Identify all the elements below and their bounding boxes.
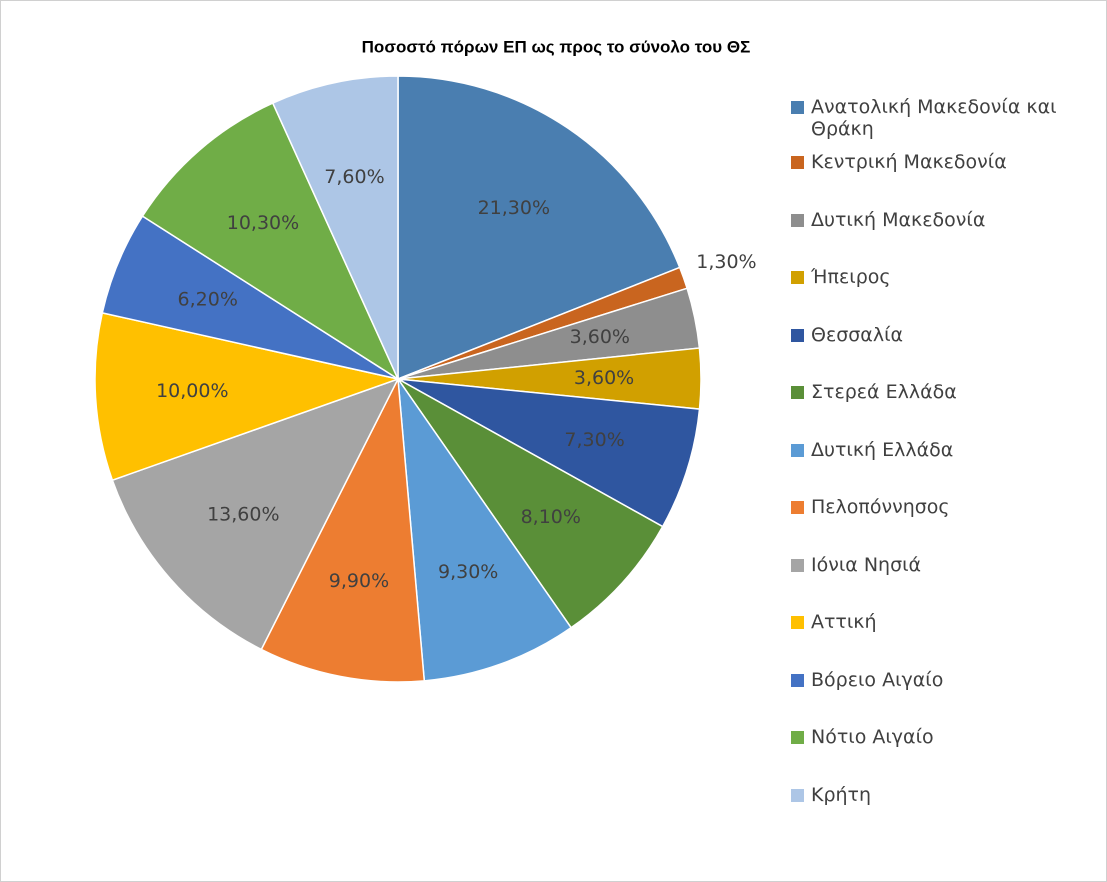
legend-item: Δυτική Μακεδονία xyxy=(791,209,1101,231)
legend-label: Ιόνια Νησιά xyxy=(811,553,922,576)
legend-label: Ήπειρος xyxy=(811,266,891,288)
legend-label: Δυτική Μακεδονία xyxy=(811,208,986,231)
data-label: 7,60% xyxy=(324,166,384,188)
legend-swatch xyxy=(791,101,804,114)
data-label: 10,30% xyxy=(227,212,299,234)
legend-item: Νότιο Αιγαίο xyxy=(791,726,1101,748)
legend-item: Ανατολική Μακεδονία και Θράκη xyxy=(791,96,1101,140)
legend-label: Αττική xyxy=(811,611,877,633)
legend-item: Κεντρική Μακεδονία xyxy=(791,151,1101,173)
legend-swatch xyxy=(791,788,804,802)
data-label: 9,30% xyxy=(438,561,498,583)
legend-item: Βόρειο Αιγαίο xyxy=(791,669,1101,691)
pie-slice xyxy=(397,75,681,381)
legend-label: Ανατολική Μακεδονία και Θράκη xyxy=(811,96,1057,140)
legend-label: Δυτική Ελλάδα xyxy=(811,438,954,461)
legend-item: Δυτική Ελλάδα xyxy=(791,439,1101,461)
legend-swatch xyxy=(791,501,804,514)
legend-swatch xyxy=(791,443,804,457)
pie-slice xyxy=(94,311,401,482)
legend-label: Κεντρική Μακεδονία xyxy=(811,151,1007,173)
data-label: 21,30% xyxy=(478,197,550,219)
legend-label: Κρήτη xyxy=(811,783,872,806)
legend-item: Αττική xyxy=(791,611,1101,633)
pie-slice xyxy=(397,378,664,629)
legend-label: Θεσσαλία xyxy=(811,323,904,346)
legend-swatch xyxy=(791,156,804,169)
legend-label: Βόρειο Αιγαίο xyxy=(811,668,944,691)
data-label: 6,20% xyxy=(178,288,238,310)
data-label: 3,60% xyxy=(574,367,634,389)
chart-title: Ποσοστό πόρων ΕΠ ως προς το σύνολο του Θ… xyxy=(362,37,751,56)
data-label: 3,60% xyxy=(570,326,630,348)
legend-swatch xyxy=(791,213,804,227)
data-label: 13,60% xyxy=(207,504,279,526)
data-label: 8,10% xyxy=(521,506,581,528)
pie-slice xyxy=(111,377,400,651)
data-label: 10,00% xyxy=(156,380,228,402)
data-label: 7,30% xyxy=(564,429,624,451)
legend-swatch xyxy=(791,558,804,572)
legend-swatch xyxy=(791,616,804,629)
data-label: 1,30% xyxy=(696,251,756,273)
legend-label: Στερεά Ελλάδα xyxy=(811,381,957,403)
legend-item: Στερεά Ελλάδα xyxy=(791,381,1101,403)
pie-slice xyxy=(141,102,400,381)
legend-swatch xyxy=(791,271,804,284)
legend-item: Θεσσαλία xyxy=(791,324,1101,346)
data-label: 9,90% xyxy=(329,570,389,592)
pie-slice xyxy=(397,376,573,682)
legend-item: Ιόνια Νησιά xyxy=(791,554,1101,576)
legend-swatch xyxy=(791,731,804,744)
legend-swatch xyxy=(791,386,804,399)
legend-label: Νότιο Αιγαίο xyxy=(811,726,934,748)
legend-item: Κρήτη xyxy=(791,784,1101,806)
legend-label: Πελοπόννησος xyxy=(811,496,950,518)
pie-slice xyxy=(260,376,426,683)
legend-item: Πελοπόννησος xyxy=(791,496,1101,518)
legend-swatch xyxy=(791,673,804,687)
pie-slice xyxy=(397,378,701,528)
pie-slice xyxy=(271,75,399,380)
legend-item: Ήπειρος xyxy=(791,266,1101,288)
legend-swatch xyxy=(791,328,804,342)
